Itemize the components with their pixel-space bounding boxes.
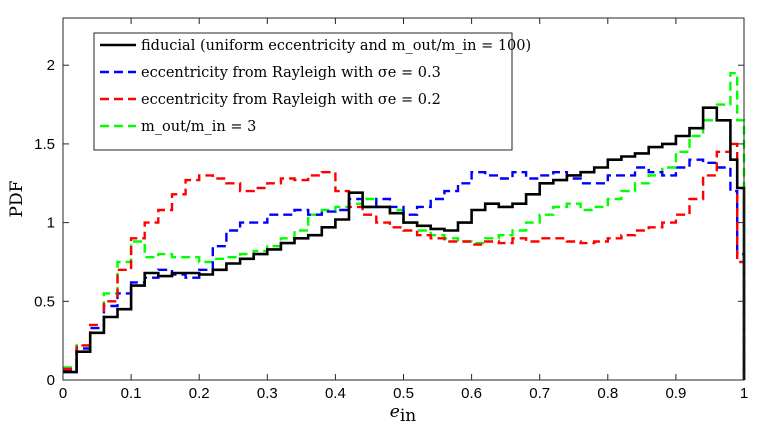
y-tick-label: 1	[47, 215, 55, 232]
x-tick-label: 0.9	[665, 385, 686, 402]
legend-entries: fiducial (uniform eccentricity and m_out…	[100, 38, 531, 135]
x-tick-label: 0.3	[257, 385, 278, 402]
x-tick-label: 0.2	[189, 385, 210, 402]
y-tick-label: 2	[47, 57, 55, 74]
series-line-1	[63, 158, 746, 380]
legend-label-1: eccentricity from Rayleigh with σe = 0.3	[141, 65, 441, 81]
x-tick-label: 0.7	[529, 385, 550, 402]
y-tick-label: 1.5	[34, 136, 55, 153]
x-axis-label: ein	[390, 402, 416, 426]
series-line-2	[63, 142, 746, 380]
x-tick-label: 1	[740, 385, 748, 402]
x-tick-labels: 0 0.1 0.2 0.3 0.4 0.5 0.6 0.7 0.8 0.9 1	[59, 385, 748, 402]
x-tick-label: 0.6	[461, 385, 482, 402]
series-line-0	[63, 106, 746, 380]
x-axis-label-main: e	[390, 402, 400, 422]
legend-box	[93, 32, 513, 151]
legend: fiducial (uniform eccentricity and m_out…	[93, 32, 531, 151]
y-axis-label: PDF	[7, 180, 27, 217]
legend-label-3: m_out/m_in = 3	[141, 119, 256, 135]
y-tick-labels: 0 0.5 1 1.5 2	[34, 57, 55, 389]
x-tick-label: 0.5	[393, 385, 414, 402]
x-axis-label-sub: in	[400, 406, 416, 426]
y-tick-label: 0.5	[34, 293, 55, 310]
series-layer	[63, 71, 746, 380]
y-tick-label: 0	[47, 372, 55, 389]
ticks-layer	[62, 18, 745, 381]
x-tick-label: 0.4	[325, 385, 346, 402]
x-tick-label: 0.8	[597, 385, 618, 402]
legend-label-2: eccentricity from Rayleigh with σe = 0.2	[141, 92, 441, 108]
x-tick-label: 0.1	[121, 385, 142, 402]
x-tick-label: 0	[59, 385, 67, 402]
legend-label-0: fiducial (uniform eccentricity and m_out…	[141, 38, 531, 54]
series-line-3	[63, 71, 746, 380]
